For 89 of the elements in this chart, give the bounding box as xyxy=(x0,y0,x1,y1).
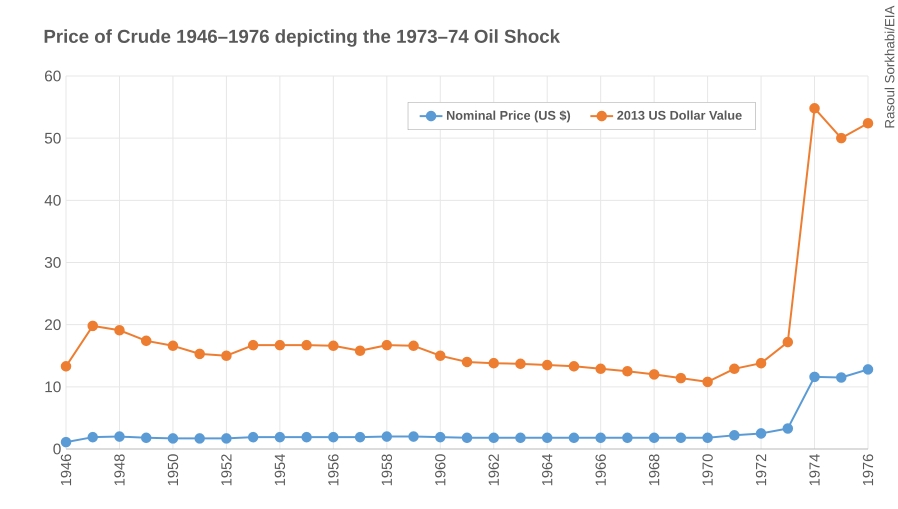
point xyxy=(702,376,713,388)
point xyxy=(435,350,446,362)
point xyxy=(676,372,686,384)
point xyxy=(462,356,472,368)
x-tick-label: 1976 xyxy=(862,454,874,486)
point xyxy=(274,340,286,350)
point xyxy=(140,432,152,444)
x-tick-label: 1950 xyxy=(168,454,178,486)
point xyxy=(408,340,419,352)
point xyxy=(862,118,874,129)
text: Rasoul Sorkhabi/EIA xyxy=(884,6,894,128)
point xyxy=(221,433,232,444)
point xyxy=(836,372,847,383)
y-tick-label: 0 xyxy=(53,444,61,454)
point xyxy=(114,431,125,442)
y-tick-label: 20 xyxy=(45,319,61,330)
point xyxy=(595,364,606,374)
legend-label: Nominal Price (US $) xyxy=(446,110,570,122)
point xyxy=(301,340,312,350)
x-tick-label: 1948 xyxy=(114,454,125,486)
chart-title: Price of Crude 1946–1976 depicting the 1973–74 Oil Shock xyxy=(44,29,560,47)
point xyxy=(462,432,472,444)
point xyxy=(515,358,526,370)
point xyxy=(809,372,820,382)
point xyxy=(756,358,766,368)
x-tick-label: 1958 xyxy=(382,454,392,486)
point xyxy=(194,348,205,360)
point xyxy=(702,432,713,444)
x-tick-label: 1970 xyxy=(702,454,713,486)
point xyxy=(542,432,552,444)
point xyxy=(87,432,98,442)
x-tick-label: 1964 xyxy=(542,454,552,486)
x-tick-label: 1960 xyxy=(435,454,446,486)
point xyxy=(354,432,366,442)
point xyxy=(248,432,258,442)
point xyxy=(568,361,580,372)
x-tick-label: 1974 xyxy=(809,454,820,486)
point xyxy=(515,432,526,444)
point xyxy=(274,432,286,442)
point xyxy=(168,433,178,444)
point xyxy=(809,103,820,114)
point xyxy=(622,366,633,377)
point xyxy=(408,431,419,442)
y-tick-label: 50 xyxy=(44,132,61,144)
point xyxy=(382,431,392,442)
y-tick-label: 10 xyxy=(45,381,61,392)
point xyxy=(622,432,633,444)
point xyxy=(862,364,874,375)
x-tick-label: 1966 xyxy=(595,454,606,486)
point xyxy=(248,340,258,350)
x-tick-label: 1954 xyxy=(274,454,286,486)
point xyxy=(648,369,660,380)
point xyxy=(168,340,178,352)
point xyxy=(729,364,740,374)
point xyxy=(194,433,205,444)
x-tick-label: 1952 xyxy=(221,454,232,486)
point xyxy=(114,324,125,336)
point xyxy=(648,432,660,444)
point xyxy=(488,358,500,368)
point xyxy=(676,432,686,444)
point xyxy=(221,350,232,362)
x-tick-label: 1962 xyxy=(488,454,499,486)
y-tick-label: 40 xyxy=(44,194,61,206)
point xyxy=(140,336,152,346)
legend-label: 2013 US Dollar Value xyxy=(617,110,742,120)
point xyxy=(836,132,847,144)
x-tick-label: 1972 xyxy=(756,454,766,486)
point xyxy=(595,432,606,444)
point xyxy=(568,432,580,444)
point xyxy=(301,432,312,442)
y-tick-label: 60 xyxy=(45,70,61,82)
point xyxy=(729,430,740,441)
point xyxy=(756,428,766,439)
point xyxy=(542,360,552,370)
x-tick-label: 1968 xyxy=(648,454,660,486)
point xyxy=(87,320,98,332)
point xyxy=(60,361,72,372)
point xyxy=(782,336,794,348)
x-tick-label: 1946 xyxy=(60,454,72,486)
point xyxy=(328,340,339,352)
y-tick-label: 30 xyxy=(44,257,61,268)
point xyxy=(328,432,339,442)
x-tick-label: 1956 xyxy=(328,454,339,486)
point xyxy=(382,340,392,350)
point xyxy=(60,436,72,448)
point xyxy=(354,345,366,356)
point xyxy=(435,432,446,442)
point xyxy=(488,432,500,444)
point xyxy=(782,423,794,434)
